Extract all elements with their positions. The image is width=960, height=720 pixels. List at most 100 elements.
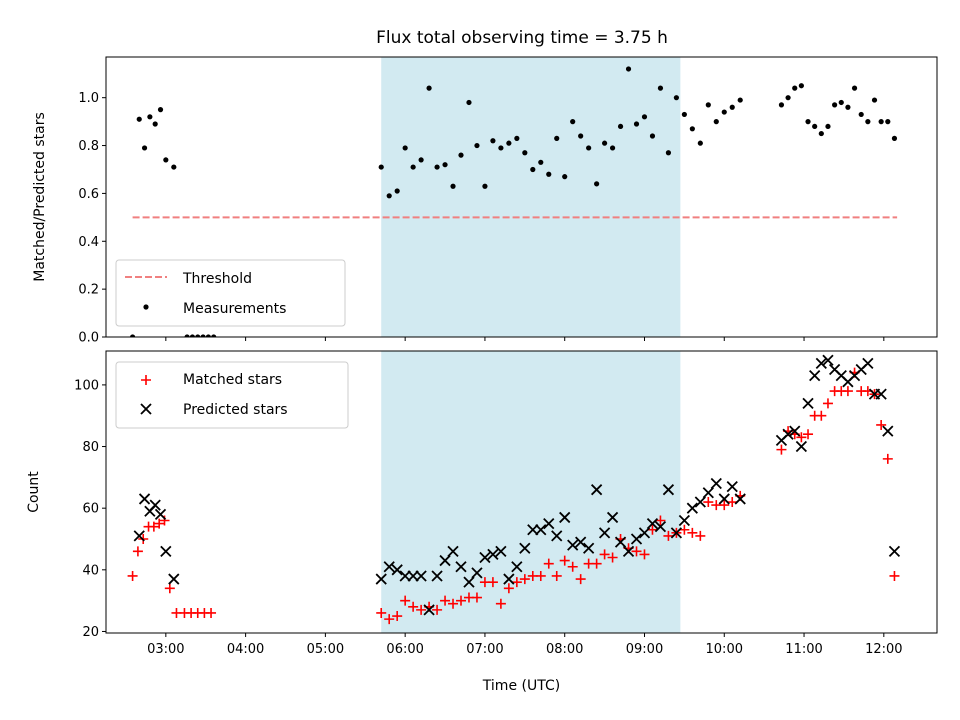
x-tick-label: 12:00 (865, 642, 902, 657)
predicted-point (519, 542, 531, 554)
predicted-point (718, 493, 730, 505)
measurement-point (578, 133, 584, 139)
measurement-point (147, 114, 153, 120)
shaded-interval (381, 57, 681, 337)
matched-point (727, 497, 738, 508)
predicted-point (149, 499, 161, 511)
measurement-point (673, 95, 679, 101)
shaded-interval (381, 351, 681, 633)
measurement-point (778, 102, 785, 108)
measurement-point (633, 121, 640, 127)
y-tick-label: 1.0 (78, 91, 99, 106)
y-tick-label: 0.0 (78, 331, 99, 346)
legend-threshold-label: Threshold (182, 271, 252, 287)
legend: Threshold Measurements (115, 259, 346, 327)
measurement-point (865, 119, 871, 125)
matched-point (416, 604, 427, 615)
predicted-point (383, 561, 395, 573)
measurement-point (514, 135, 520, 141)
matched-point (575, 574, 586, 585)
axes-frame (105, 56, 938, 338)
predicted-point (726, 480, 738, 493)
predicted-point (795, 440, 808, 453)
measurement-point (798, 83, 804, 89)
matched-point (127, 570, 138, 581)
measurement-point (450, 183, 456, 189)
measurement-point (506, 140, 512, 146)
measurement-point (200, 334, 206, 337)
measurement-point (394, 188, 400, 194)
predicted-point (614, 536, 627, 548)
matched-point (607, 552, 618, 563)
matched-point (487, 577, 498, 588)
matched-point (647, 524, 658, 535)
x-axis-label: Time (UTC) (482, 678, 560, 694)
y-axis-label: Count (26, 471, 42, 513)
measurement-point (689, 126, 695, 132)
predicted-point (527, 524, 539, 536)
matched-point (164, 583, 175, 594)
matched-point (776, 444, 787, 455)
measurement-point (812, 123, 818, 130)
predicted-point (583, 542, 595, 554)
series-matched-stars (127, 367, 900, 625)
predicted-point (646, 517, 659, 530)
predicted-point (423, 604, 435, 616)
matched-point (816, 410, 827, 421)
y-tick-label: 0.2 (78, 283, 99, 298)
measurement-point (205, 334, 211, 337)
predicted-point (503, 573, 515, 585)
x-tick-label: 08:00 (546, 642, 583, 657)
measurement-point (681, 111, 687, 118)
matched-point (495, 598, 506, 609)
predicted-point (875, 388, 887, 400)
matched-point (400, 595, 411, 606)
measurement-point (871, 97, 878, 103)
x-tick-label: 11:00 (785, 642, 822, 657)
predicted-point (375, 573, 387, 585)
y-tick-label: 80 (82, 440, 99, 455)
predicted-point (575, 536, 587, 548)
plot-area-1 (129, 66, 898, 337)
measurement-point (442, 162, 448, 168)
matched-point (456, 595, 467, 606)
x-tick-label: 10:00 (706, 642, 743, 657)
legend-predicted-label: Predicted stars (183, 402, 288, 418)
measurement-point (602, 140, 608, 146)
matched-point (567, 561, 578, 572)
measurement-point (625, 66, 632, 72)
predicted-point (471, 567, 483, 579)
measurement-point (641, 114, 648, 120)
measurement-point (482, 183, 488, 189)
measurement-point (490, 138, 496, 144)
legend-box (115, 259, 346, 327)
measurement-point (832, 102, 838, 108)
measurement-point (474, 142, 480, 149)
matched-point (599, 549, 610, 560)
measurement-point (136, 116, 142, 122)
matched-point (206, 607, 217, 618)
matched-point (663, 530, 674, 541)
measurement-point (418, 157, 424, 163)
predicted-point (598, 527, 611, 539)
measurement-point (129, 334, 136, 337)
measurement-point (586, 145, 592, 151)
measurement-point (878, 119, 884, 125)
predicted-point (463, 576, 475, 588)
matched-point (503, 583, 514, 594)
matched-point (796, 432, 807, 443)
x-tick-label: 09:00 (626, 642, 663, 657)
matched-point (551, 570, 562, 581)
predicted-point (638, 527, 651, 539)
predicted-point (882, 425, 894, 437)
measurement-point (152, 121, 158, 127)
legend-box (115, 361, 349, 429)
measurement-point (657, 85, 664, 91)
measurement-point (426, 85, 432, 91)
measurement-point (617, 123, 624, 130)
y-axis-label: Matched/Predicted stars (32, 112, 48, 282)
measurement-point (665, 150, 672, 156)
matched-point (511, 577, 522, 588)
matched-point (448, 598, 459, 609)
